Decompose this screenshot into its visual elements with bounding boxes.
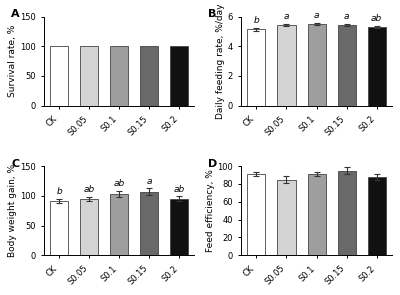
Y-axis label: Feed efficiency, %: Feed efficiency, % — [206, 169, 214, 252]
Text: a: a — [314, 12, 319, 20]
Text: C: C — [11, 159, 19, 169]
Bar — [368, 27, 386, 106]
Text: a: a — [284, 12, 289, 21]
Bar — [140, 192, 158, 255]
Text: B: B — [208, 9, 217, 19]
Text: a: a — [147, 177, 152, 186]
Bar — [308, 174, 326, 255]
Text: ab: ab — [114, 179, 125, 189]
Bar — [110, 46, 128, 106]
Bar — [248, 174, 266, 255]
Bar — [80, 199, 98, 255]
Bar — [170, 199, 188, 255]
Text: D: D — [208, 159, 218, 169]
Bar — [50, 201, 68, 255]
Text: A: A — [11, 9, 20, 19]
Y-axis label: Daily feeding rate, %/day: Daily feeding rate, %/day — [216, 3, 225, 119]
Text: ab: ab — [174, 185, 185, 194]
Bar — [308, 24, 326, 106]
Bar — [278, 180, 296, 255]
Bar — [248, 29, 266, 106]
Bar — [338, 25, 356, 106]
Bar — [140, 46, 158, 106]
Bar — [278, 25, 296, 106]
Bar — [368, 177, 386, 255]
Text: a: a — [344, 12, 349, 22]
Bar — [50, 46, 68, 106]
Bar — [338, 171, 356, 255]
Text: ab: ab — [371, 14, 382, 23]
Y-axis label: Survival rate, %: Survival rate, % — [8, 25, 17, 97]
Text: b: b — [56, 187, 62, 196]
Bar — [170, 46, 188, 106]
Text: b: b — [254, 16, 259, 25]
Text: ab: ab — [84, 185, 95, 194]
Bar — [110, 194, 128, 255]
Y-axis label: Body weight gain, %: Body weight gain, % — [8, 164, 17, 257]
Bar — [80, 46, 98, 106]
